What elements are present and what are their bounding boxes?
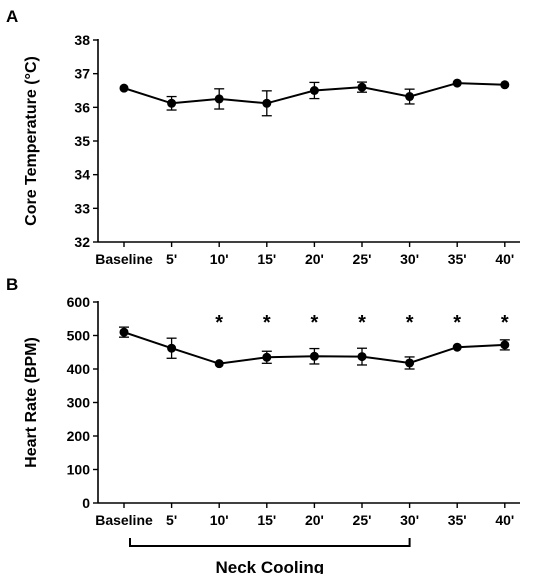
y-tick-label: 200 [67, 428, 91, 444]
x-tick-label: 30' [400, 251, 419, 267]
data-point [167, 98, 177, 108]
y-tick-label: 34 [74, 167, 90, 183]
panel-label: A [6, 7, 18, 26]
data-point [309, 86, 319, 95]
y-tick-label: 38 [74, 32, 90, 48]
significance-marker: * [501, 312, 509, 334]
x-tick-label: Baseline [95, 512, 153, 528]
x-tick-label: 40' [495, 512, 514, 528]
y-tick-label: 32 [74, 234, 90, 250]
data-point [500, 340, 510, 350]
significance-marker: * [215, 312, 223, 334]
data-point [119, 83, 129, 93]
y-tick-label: 300 [67, 395, 91, 411]
data-point [214, 94, 224, 104]
panel-a: A 32 33 34 35 36 37 38 Baseline 5' 10' 15' 20' 25' 30'… [6, 7, 520, 267]
y-tick-label: 400 [67, 361, 91, 377]
data-point [119, 327, 129, 337]
x-tick-label: 15' [257, 251, 276, 267]
bracket-label: Neck Cooling [215, 558, 324, 574]
data-point [357, 82, 367, 92]
x-tick-label: 5' [166, 251, 177, 267]
y-tick-label: 33 [74, 200, 90, 216]
panel-b: B 0 100 200 300 400 500 600 Baseline 5' 10' 15' 20' 2… [6, 275, 520, 574]
data-point [452, 78, 462, 88]
data-point [214, 359, 224, 369]
y-tick-label: 100 [67, 462, 91, 478]
significance-marker: * [311, 312, 319, 334]
x-tick-label: 10' [210, 251, 229, 267]
y-axis-title: Core Temperature (°C) [23, 56, 40, 226]
x-tick-label: 35' [448, 512, 467, 528]
y-tick-label: 600 [67, 294, 91, 310]
data-point [500, 80, 510, 90]
data-point [309, 351, 319, 361]
data-point [167, 343, 177, 353]
data-point [405, 92, 415, 102]
x-tick-label: 35' [448, 251, 467, 267]
x-tick-label: 5' [166, 512, 177, 528]
significance-marker: * [358, 312, 366, 334]
y-tick-label: 35 [74, 133, 90, 149]
significance-marker: * [406, 312, 414, 334]
y-tick-label: 37 [74, 66, 90, 82]
x-tick-label: 40' [495, 251, 514, 267]
data-point [405, 358, 415, 368]
x-tick-label: 30' [400, 512, 419, 528]
y-axis-title: Heart Rate (BPM) [23, 337, 40, 468]
significance-marker: * [453, 312, 461, 334]
x-tick-label: 15' [257, 512, 276, 528]
x-tick-label: 10' [210, 512, 229, 528]
y-tick-label: 500 [67, 328, 91, 344]
significance-marker: * [263, 312, 271, 334]
y-tick-label: 36 [74, 99, 90, 115]
x-tick-label: Baseline [95, 251, 153, 267]
data-point [357, 352, 367, 362]
y-tick-label: 0 [82, 495, 90, 511]
x-tick-label: 25' [353, 512, 372, 528]
data-point [262, 352, 272, 362]
x-tick-label: 25' [353, 251, 372, 267]
x-tick-label: 20' [305, 512, 324, 528]
panel-label: B [6, 275, 18, 294]
data-point [262, 98, 272, 108]
x-tick-label: 20' [305, 251, 324, 267]
data-point [452, 342, 462, 352]
